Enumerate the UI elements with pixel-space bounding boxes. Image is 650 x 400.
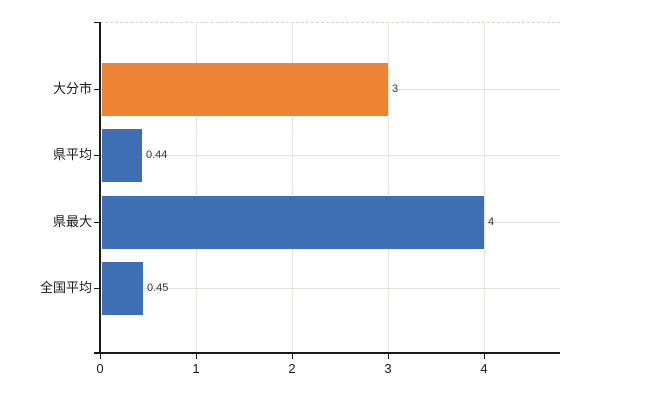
horizontal-gridline (100, 155, 560, 156)
x-axis-tick (100, 354, 101, 359)
plot-top-border (100, 22, 560, 23)
x-axis-tick (292, 354, 293, 359)
bar-value-label: 0.45 (147, 282, 169, 294)
x-tick-label: 3 (384, 361, 392, 376)
x-tick-label: 4 (480, 361, 488, 376)
bar[interactable] (102, 262, 143, 315)
y-axis-line (99, 22, 101, 352)
y-axis-tick (94, 155, 100, 156)
bar-value-label: 0.44 (146, 149, 168, 161)
x-axis-tick (196, 354, 197, 359)
x-axis-tick (484, 354, 485, 359)
category-label: 県平均 (52, 147, 92, 162)
y-axis-tick (94, 89, 100, 90)
x-tick-label: 2 (288, 361, 296, 376)
horizontal-gridline (100, 288, 560, 289)
vertical-gridline (484, 22, 485, 352)
bar[interactable] (102, 129, 142, 182)
x-tick-label: 0 (96, 361, 104, 376)
vertical-gridline (196, 22, 197, 352)
x-tick-label: 1 (192, 361, 200, 376)
bar[interactable] (102, 63, 388, 116)
y-axis-tick (94, 222, 100, 223)
bar-value-label: 3 (392, 83, 399, 95)
bar-value-label: 4 (488, 216, 495, 228)
x-axis-line (94, 352, 560, 354)
category-label: 県最大 (52, 214, 92, 229)
bar[interactable] (102, 196, 484, 249)
x-axis-tick (388, 354, 389, 359)
vertical-gridline (292, 22, 293, 352)
y-axis-top-tick (94, 22, 100, 23)
category-label: 大分市 (52, 81, 92, 96)
vertical-gridline (388, 22, 389, 352)
category-label: 全国平均 (39, 280, 92, 295)
y-axis-tick (94, 288, 100, 289)
